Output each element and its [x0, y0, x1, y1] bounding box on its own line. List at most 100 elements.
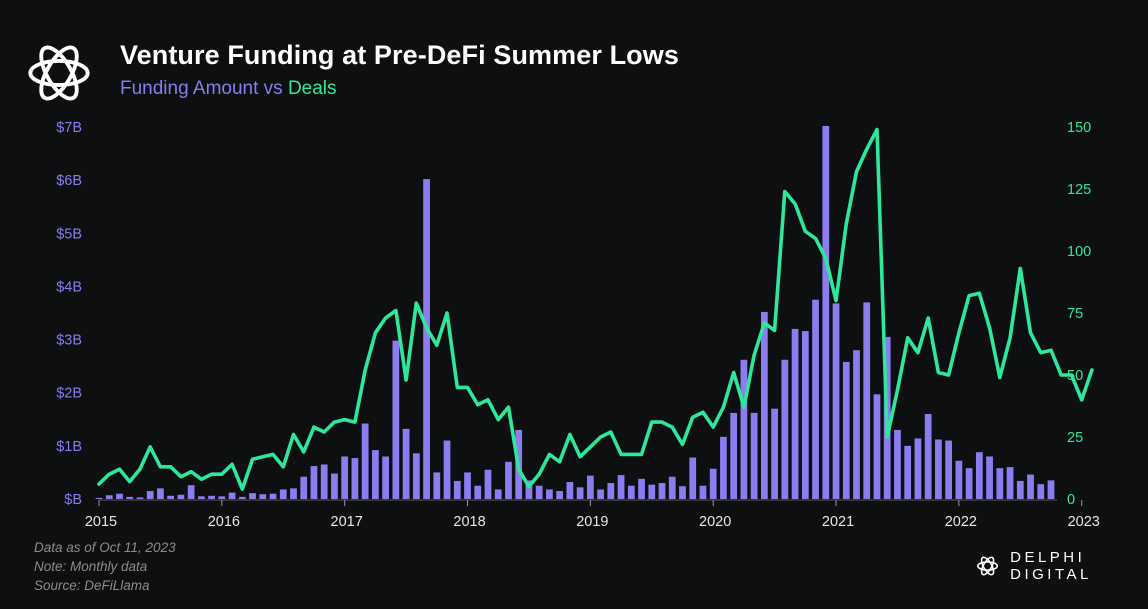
funding-bar — [832, 303, 840, 499]
funding-bar — [423, 179, 430, 499]
funding-bar — [760, 311, 768, 499]
funding-bar — [136, 497, 144, 499]
funding-bar — [341, 456, 349, 499]
funding-bar — [853, 350, 860, 499]
funding-bar — [269, 493, 277, 499]
right-axis-tick-label: 75 — [1067, 306, 1083, 322]
funding-bar — [679, 486, 686, 499]
funding-bar — [781, 359, 789, 499]
funding-bar — [392, 340, 400, 499]
funding-bar — [208, 495, 215, 499]
funding-bar — [146, 491, 154, 499]
funding-bar — [597, 489, 604, 499]
funding-bar — [975, 452, 983, 499]
funding-bar — [279, 489, 287, 499]
funding-bar — [648, 484, 656, 499]
chart-subtitle: Funding Amount vs Deals — [120, 78, 337, 100]
x-axis-tick-label: 2018 — [453, 514, 485, 530]
left-axis-tick-label: $2B — [56, 386, 82, 402]
funding-bar — [197, 496, 205, 499]
funding-bar — [505, 461, 512, 499]
funding-bar — [95, 497, 103, 499]
note-data-date: Data as of Oct 11, 2023 — [34, 540, 176, 555]
x-axis-tick-label: 2015 — [85, 514, 117, 530]
funding-bar — [361, 423, 369, 499]
funding-bar — [484, 469, 492, 499]
funding-bar — [822, 125, 830, 500]
axes: $B $1B $2B $3B $4B $5B $6B $7B 0 25 50 75 100 125 150 2… — [56, 120, 1100, 530]
funding-bar — [740, 359, 748, 499]
funding-bar — [986, 456, 993, 499]
funding-bar — [873, 394, 881, 499]
x-axis-tick-label: 2022 — [945, 514, 977, 530]
funding-bar — [1037, 484, 1045, 499]
funding-bar — [607, 483, 615, 499]
funding-bar — [331, 473, 338, 499]
funding-bar — [105, 495, 113, 499]
funding-bar — [842, 361, 850, 499]
chart-notes: Data as of Oct 11, 2023 Note: Monthly da… — [34, 538, 176, 595]
funding-bar — [167, 495, 175, 499]
funding-bar — [566, 481, 574, 499]
funding-bar — [812, 299, 819, 499]
subtitle-funding-amount: Funding Amount — [120, 78, 259, 99]
funding-bar — [157, 488, 164, 499]
funding-bar — [412, 453, 420, 499]
note-source: Source: DeFiLlama — [34, 578, 150, 593]
funding-bar — [249, 493, 256, 499]
funding-bar — [1027, 474, 1034, 499]
funding-bar — [1047, 480, 1055, 499]
delphi-mark-icon — [977, 556, 999, 576]
funding-bar — [730, 412, 738, 499]
left-axis-tick-label: $4B — [56, 279, 82, 295]
funding-bar — [372, 450, 379, 499]
funding-bar — [320, 464, 328, 499]
funding-bar — [126, 496, 134, 499]
funding-bar — [453, 480, 461, 499]
brand-footer: DELPHI DIGITAL — [975, 549, 1148, 583]
funding-bar — [576, 487, 584, 499]
left-axis-tick-label: $1B — [56, 439, 82, 455]
x-axis-tick-label: 2021 — [822, 514, 854, 530]
funding-bar — [720, 436, 727, 499]
x-axis-tick-label: 2020 — [699, 514, 731, 530]
subtitle-deals: Deals — [287, 78, 337, 99]
funding-bar — [935, 439, 942, 499]
funding-bar — [658, 483, 666, 499]
funding-bar — [494, 489, 502, 499]
deals-line — [97, 127, 1094, 491]
funding-bar — [955, 460, 963, 499]
left-axis-tick-label: $B — [64, 492, 82, 508]
funding-bar — [617, 475, 625, 499]
funding-bar — [863, 302, 871, 499]
funding-bar — [228, 492, 236, 499]
funding-bar — [771, 408, 778, 499]
funding-bar — [1016, 480, 1024, 499]
funding-bar — [668, 476, 676, 499]
right-axis-tick-label: 125 — [1067, 182, 1091, 198]
funding-bar — [894, 429, 901, 499]
funding-bar — [965, 468, 973, 499]
funding-bar — [525, 480, 533, 499]
funding-bar — [290, 488, 297, 499]
right-axis-tick-label: 100 — [1067, 244, 1091, 260]
right-axis-tick-label: 0 — [1067, 492, 1075, 508]
x-axis-tick-label: 2016 — [208, 514, 240, 530]
left-axis-tick-label: $5B — [56, 226, 82, 242]
funding-bar — [904, 445, 912, 499]
funding-bar — [750, 412, 758, 499]
x-axis-tick-label: 2019 — [576, 514, 608, 530]
funding-bar — [945, 440, 953, 499]
funding-bar — [177, 494, 185, 499]
funding-bar — [801, 331, 809, 499]
funding-bar — [699, 485, 707, 499]
funding-bar — [556, 491, 564, 499]
funding-bar — [238, 496, 246, 499]
funding-bar — [443, 440, 451, 499]
brand-name: DELPHI DIGITAL — [1010, 549, 1092, 583]
funding-bar — [259, 494, 267, 499]
funding-bar — [709, 468, 717, 499]
funding-bar — [638, 478, 645, 499]
x-axis-tick-label: 2023 — [1068, 514, 1100, 530]
funding-bar — [546, 489, 553, 499]
